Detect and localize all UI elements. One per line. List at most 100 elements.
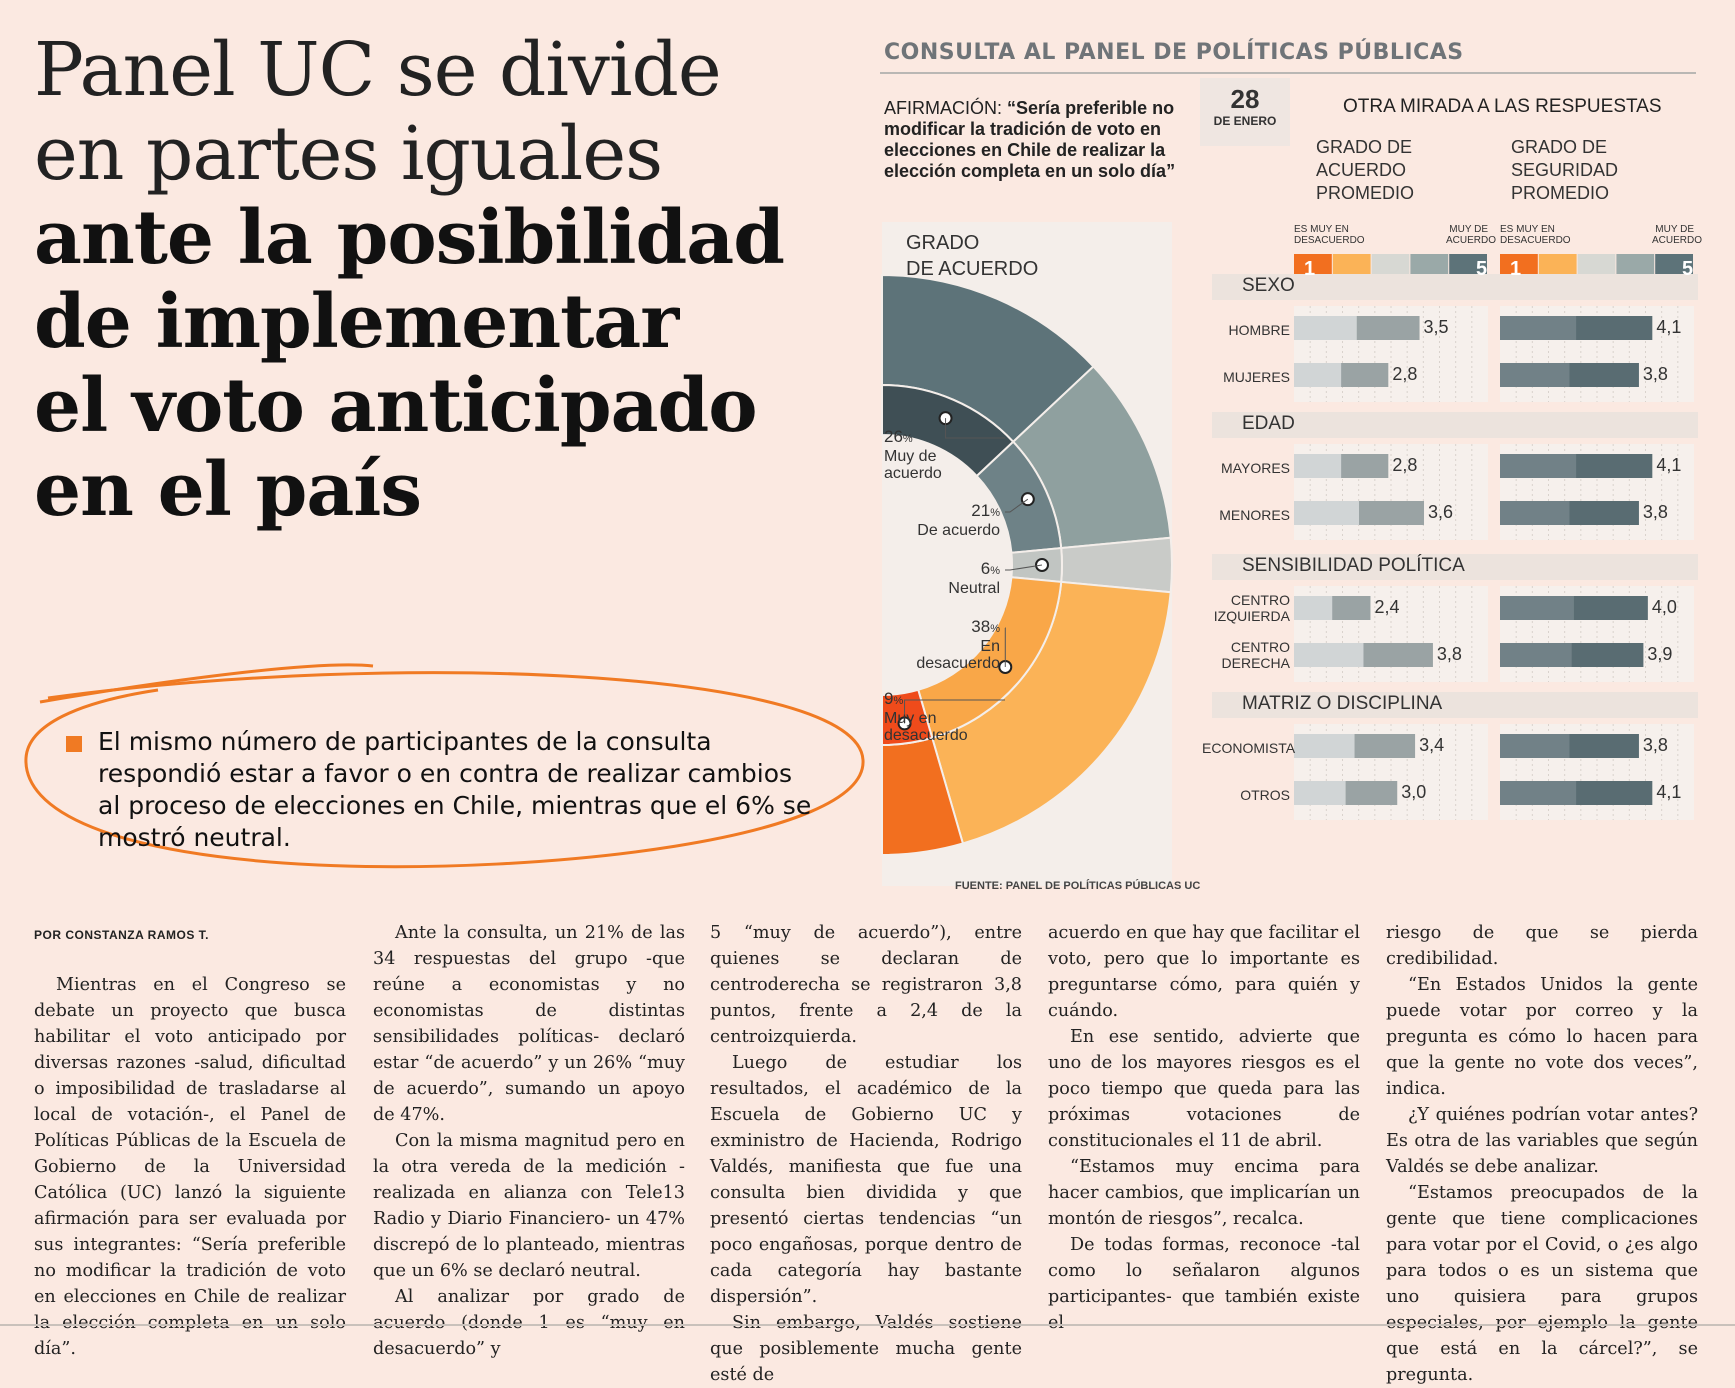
slice-unit: % bbox=[990, 565, 1000, 577]
scale-low-label: ES MUY EN bbox=[1294, 224, 1349, 235]
paragraph: riesgo de que se pierda credibilidad. bbox=[1386, 920, 1698, 972]
headline-line: Panel UC se divide bbox=[34, 28, 834, 112]
row-label: MUJERES bbox=[1202, 369, 1290, 385]
slice-name: Muy en bbox=[884, 710, 968, 727]
paragraph: Con la misma magnitud pero en la otra ve… bbox=[373, 1128, 685, 1284]
bar-value: 3,4 bbox=[1419, 735, 1444, 756]
bar-highlight bbox=[1500, 501, 1569, 525]
slice-unit: % bbox=[990, 507, 1000, 519]
headline-line: ante la posibilidad bbox=[34, 196, 834, 280]
bar-value: 3,5 bbox=[1424, 317, 1449, 338]
row-label: OTROS bbox=[1202, 787, 1290, 803]
slice-name: De acuerdo bbox=[900, 522, 1000, 539]
slice-value: 21 bbox=[971, 501, 990, 520]
bar-highlight bbox=[1294, 781, 1346, 805]
article-column-5: riesgo de que se pierda credibilidad. “E… bbox=[1386, 920, 1698, 1388]
slice-value: 6 bbox=[981, 559, 990, 578]
bar-value: 3,8 bbox=[1643, 735, 1668, 756]
paragraph: ¿Y quiénes podrían votar antes? Es otra … bbox=[1386, 1102, 1698, 1180]
scale-max: 5 bbox=[1476, 258, 1487, 281]
group-title: SEXO bbox=[1242, 275, 1295, 297]
column-header-certainty: GRADO DE SEGURIDAD PROMEDIO bbox=[1511, 136, 1691, 205]
headline: Panel UC se divide en partes iguales ant… bbox=[34, 28, 834, 532]
bar-highlight bbox=[1500, 643, 1572, 667]
slice-name: En bbox=[900, 638, 1000, 655]
slice-unit: % bbox=[903, 433, 913, 445]
bar-highlight bbox=[1294, 596, 1332, 620]
column-header-agreement: GRADO DE ACUERDO PROMEDIO bbox=[1316, 136, 1496, 205]
slice-unit: % bbox=[893, 695, 903, 707]
paragraph: Ante la consulta, un 21% de las 34 respu… bbox=[373, 920, 685, 1128]
row-label: ECONOMISTA bbox=[1202, 740, 1290, 756]
bar-value: 3,8 bbox=[1643, 502, 1668, 523]
bar-value: 4,1 bbox=[1656, 317, 1681, 338]
group-title: EDAD bbox=[1242, 413, 1295, 435]
bar-highlight bbox=[1294, 643, 1363, 667]
slice-label: 6% Neutral bbox=[900, 560, 1000, 597]
slice-name: desacuerdo bbox=[884, 727, 968, 744]
bar-value: 3,6 bbox=[1428, 502, 1453, 523]
bar-highlight bbox=[1500, 781, 1576, 805]
article-column-3: 5 “muy de acuerdo”), entre quienes se de… bbox=[710, 920, 1022, 1388]
bar-value: 3,9 bbox=[1647, 644, 1672, 665]
lead-text: El mismo número de participantes de la c… bbox=[98, 726, 820, 854]
bar-highlight bbox=[1294, 501, 1359, 525]
bar-value: 4,1 bbox=[1656, 455, 1681, 476]
scale-high-label: ACUERDO bbox=[1652, 235, 1694, 246]
bar-highlight bbox=[1294, 454, 1341, 478]
headline-line: en partes iguales bbox=[34, 112, 834, 196]
headline-line: en el país bbox=[34, 448, 834, 532]
bar-value: 3,8 bbox=[1643, 364, 1668, 385]
slice-unit: % bbox=[990, 623, 1000, 635]
infographic-title: CONSULTA AL PANEL DE POLÍTICAS PÚBLICAS bbox=[884, 40, 1464, 65]
bar-highlight bbox=[1294, 316, 1357, 340]
headline-line: el voto anticipado bbox=[34, 364, 834, 448]
slice-label: 21% De acuerdo bbox=[900, 502, 1000, 539]
paragraph: De todas formas, reconoce -tal como lo s… bbox=[1048, 1232, 1360, 1336]
donut-title-line: DE ACUERDO bbox=[906, 256, 1038, 282]
date-box: 28 DE ENERO bbox=[1200, 78, 1290, 146]
slice-name: Neutral bbox=[900, 580, 1000, 597]
paragraph: 5 “muy de acuerdo”), entre quienes se de… bbox=[710, 920, 1022, 1050]
title-rule bbox=[880, 72, 1696, 74]
bullet-square-icon bbox=[66, 736, 82, 752]
affirmation: AFIRMACIÓN: “Sería preferible no modific… bbox=[884, 98, 1194, 182]
scale-min: 1 bbox=[1304, 258, 1315, 281]
slice-name: Muy de bbox=[884, 448, 942, 465]
donut-chart bbox=[880, 200, 1180, 890]
bar-highlight bbox=[1500, 454, 1576, 478]
scale-low-label: DESACUERDO bbox=[1500, 235, 1571, 246]
article-column-4: acuerdo en que hay que facilitar el voto… bbox=[1048, 920, 1360, 1336]
group-title: SENSIBILIDAD POLÍTICA bbox=[1242, 555, 1465, 577]
scale-high-label: ACUERDO bbox=[1446, 235, 1488, 246]
bottom-rule bbox=[0, 1324, 1735, 1326]
headline-line: de implementar bbox=[34, 280, 834, 364]
paragraph: “Estamos preocupados de la gente que tie… bbox=[1386, 1180, 1698, 1388]
date-month: DE ENERO bbox=[1200, 114, 1290, 128]
row-label: HOMBRE bbox=[1202, 322, 1290, 338]
byline: POR CONSTANZA RAMOS T. bbox=[34, 928, 209, 942]
lead-paragraph: El mismo número de participantes de la c… bbox=[60, 726, 820, 854]
bar-highlight bbox=[1500, 363, 1569, 387]
scale-low-label: ES MUY EN bbox=[1500, 224, 1555, 235]
paragraph: Luego de estudiar los resultados, el aca… bbox=[710, 1050, 1022, 1310]
affirmation-key: AFIRMACIÓN: bbox=[884, 98, 1002, 118]
slice-name: acuerdo bbox=[884, 465, 942, 482]
bar-highlight bbox=[1500, 734, 1569, 758]
bar-value: 2,8 bbox=[1392, 364, 1417, 385]
paragraph: En ese sentido, advierte que uno de los … bbox=[1048, 1024, 1360, 1154]
other-view-title: OTRA MIRADA A LAS RESPUESTAS bbox=[1343, 96, 1662, 118]
donut-title: GRADO DE ACUERDO bbox=[906, 230, 1038, 282]
paragraph: acuerdo en que hay que facilitar el voto… bbox=[1048, 920, 1360, 1024]
bar-value: 2,8 bbox=[1392, 455, 1417, 476]
row-label: MAYORES bbox=[1202, 460, 1290, 476]
bar-value: 2,4 bbox=[1374, 597, 1399, 618]
row-label: MENORES bbox=[1202, 507, 1290, 523]
scale-high-label: MUY DE bbox=[1652, 224, 1694, 235]
paragraph: Sin embargo, Valdés sostiene que posible… bbox=[710, 1310, 1022, 1388]
paragraph: Mientras en el Congreso se debate un pro… bbox=[34, 972, 346, 1362]
